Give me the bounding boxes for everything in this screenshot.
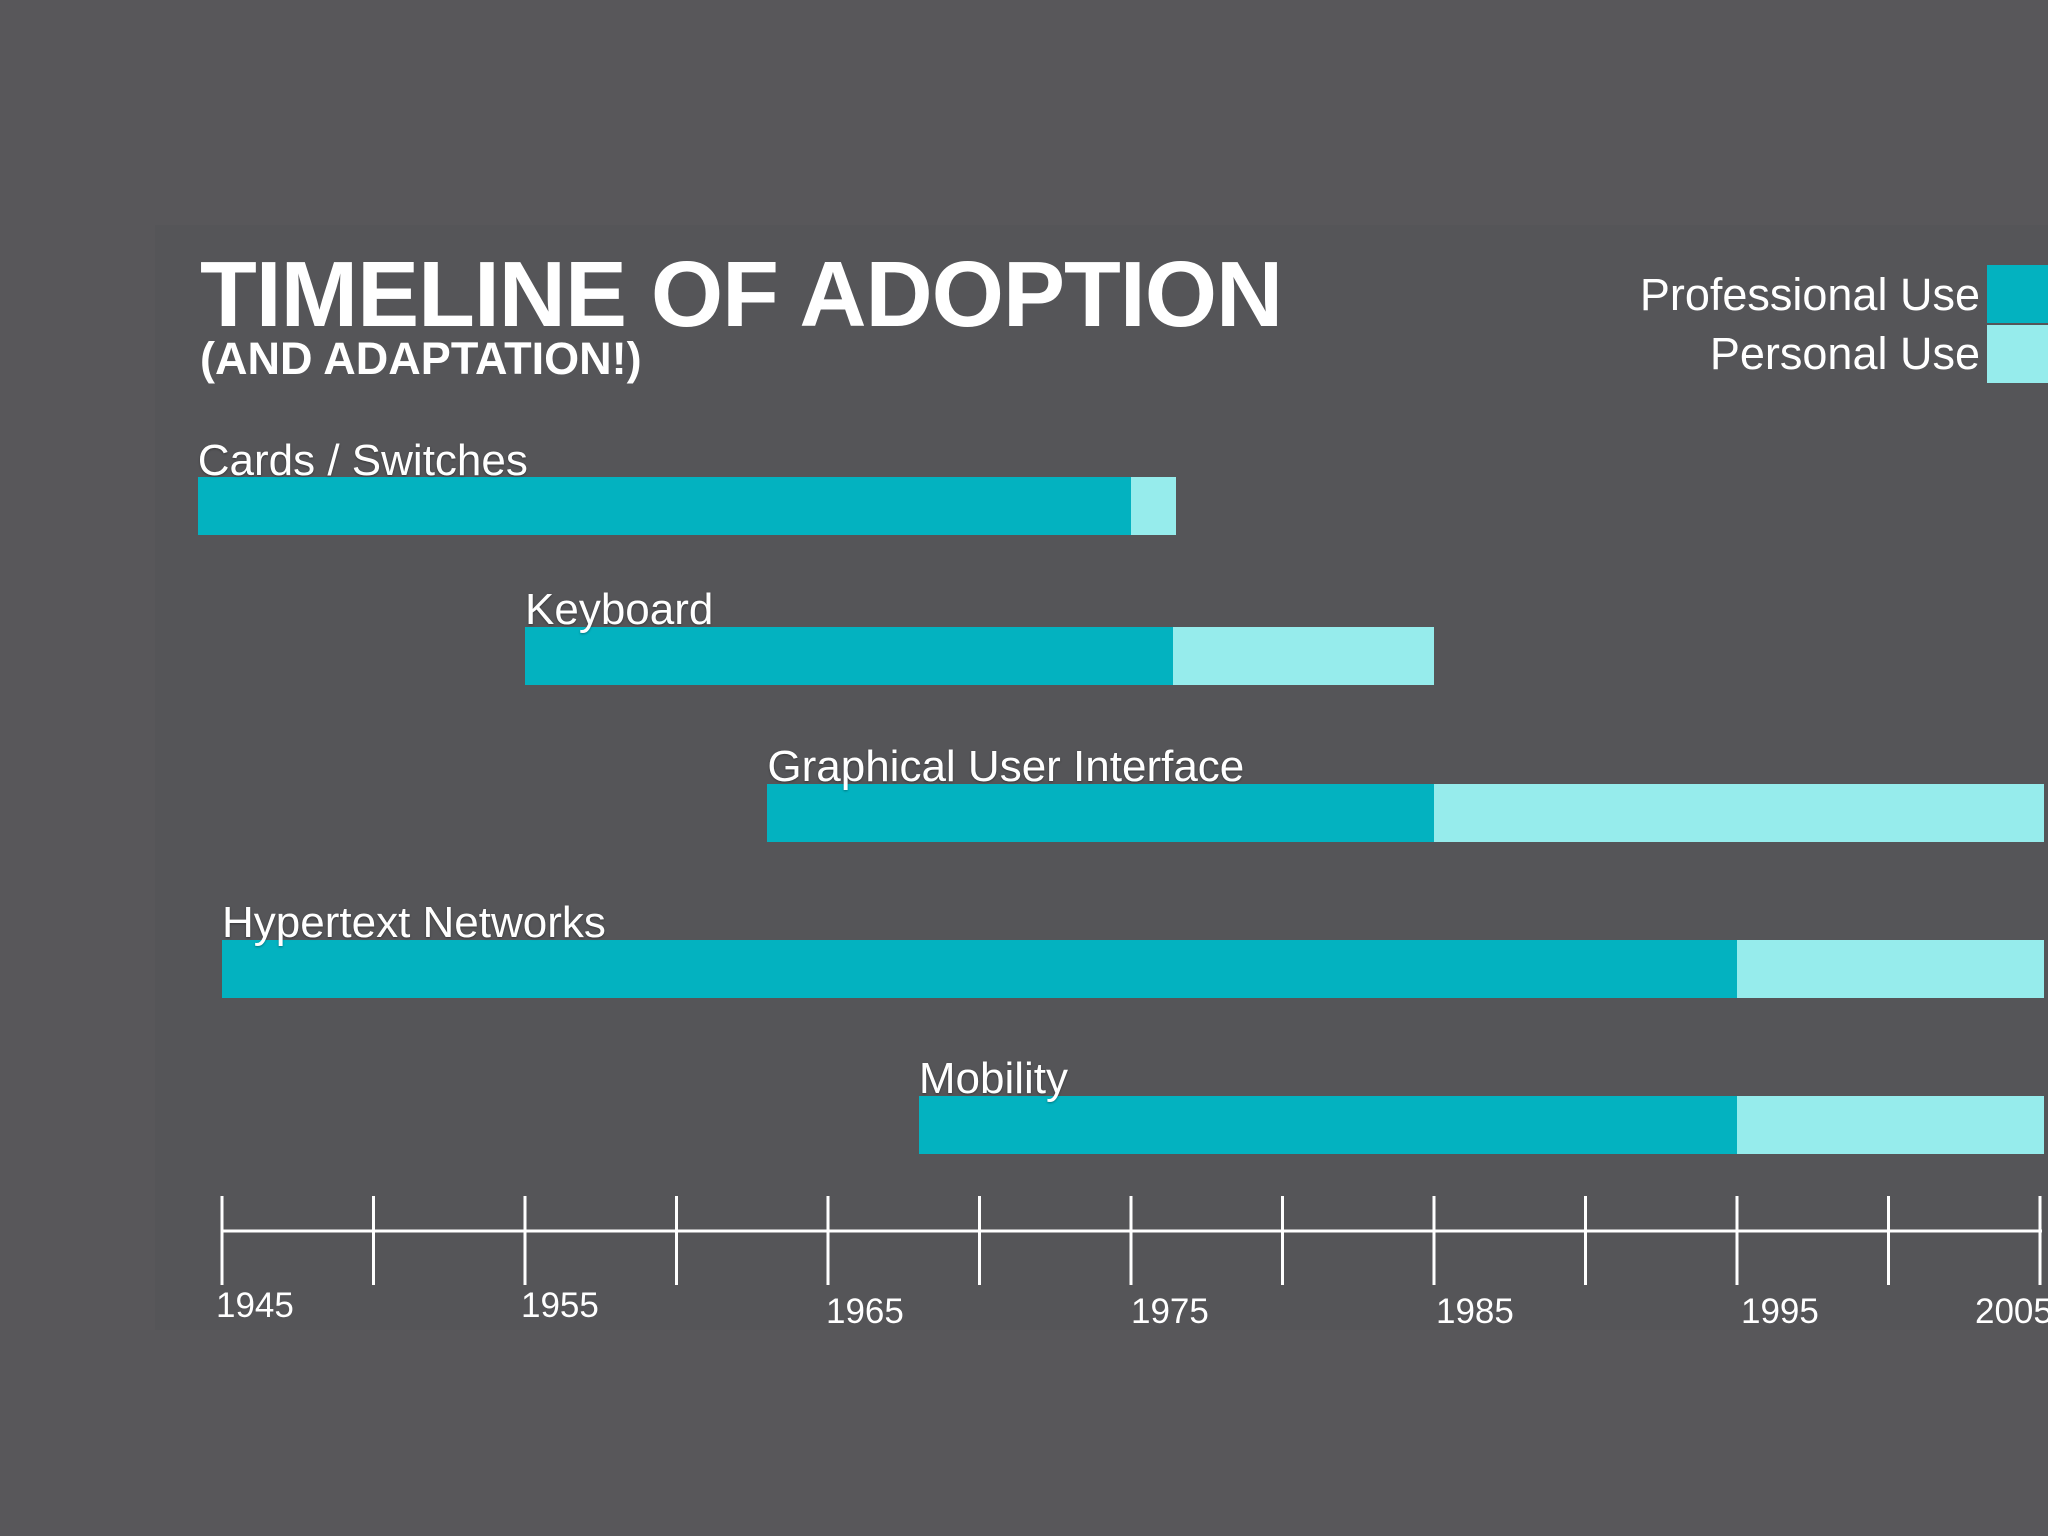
bar-professional-keyboard bbox=[525, 627, 1174, 685]
bar-label-cards-switches: Cards / Switches bbox=[197, 436, 528, 485]
bar-professional-mobility bbox=[918, 1096, 1737, 1154]
chart-title: TIMELINE OF ADOPTION bbox=[200, 242, 1283, 346]
bar-professional-graphical-user-interface bbox=[767, 784, 1434, 842]
tick-label-1975: 1975 bbox=[1131, 1292, 1209, 1331]
tick-label-1995: 1995 bbox=[1741, 1292, 1819, 1331]
bar-personal-graphical-user-interface bbox=[1434, 784, 2044, 842]
bar-personal-hypertext-networks bbox=[1737, 940, 2044, 998]
legend-swatch-professional bbox=[1987, 265, 2048, 323]
bar-label-mobility: Mobility bbox=[918, 1054, 1069, 1103]
chart-subtitle: (AND ADAPTATION!) bbox=[200, 333, 642, 384]
tick-label-1985: 1985 bbox=[1436, 1292, 1514, 1331]
bar-personal-cards-switches bbox=[1131, 477, 1177, 535]
bar-professional-hypertext-networks bbox=[222, 940, 1737, 998]
legend-label-professional: Professional Use bbox=[1639, 269, 1980, 320]
tick-label-1955: 1955 bbox=[521, 1286, 599, 1325]
bar-label-graphical-user-interface: Graphical User Interface bbox=[767, 742, 1245, 791]
tick-label-1945: 1945 bbox=[216, 1286, 294, 1325]
bar-personal-mobility bbox=[1737, 1096, 2044, 1154]
legend-swatch-personal bbox=[1987, 325, 2048, 383]
tick-label-2005: 2005 bbox=[1975, 1292, 2048, 1331]
bar-professional-cards-switches bbox=[197, 477, 1131, 535]
tick-label-1965: 1965 bbox=[826, 1292, 904, 1331]
bar-label-keyboard: Keyboard bbox=[525, 585, 714, 634]
legend-label-personal: Personal Use bbox=[1709, 328, 1980, 379]
bar-label-hypertext-networks: Hypertext Networks bbox=[222, 898, 606, 947]
bar-personal-keyboard bbox=[1173, 627, 1434, 685]
